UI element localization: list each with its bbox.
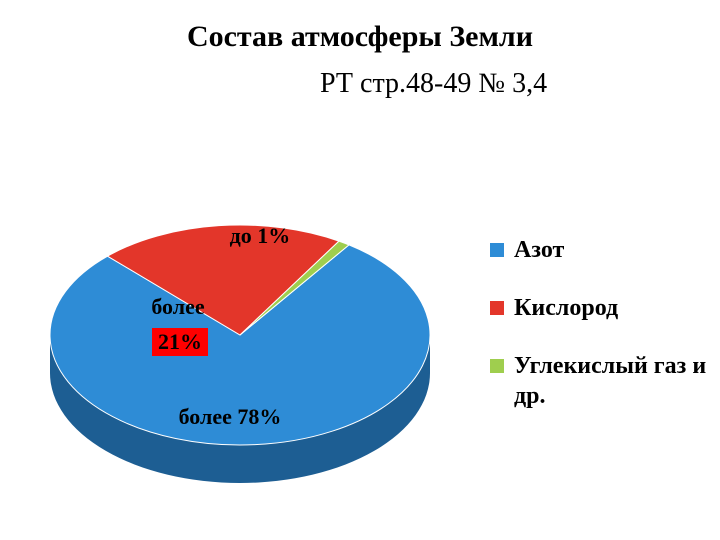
callout-main: более 78%: [170, 405, 290, 429]
legend-item: Кислород: [490, 293, 710, 323]
pct-box-21: 21%: [152, 328, 208, 356]
callout-oxygen: более: [138, 295, 218, 319]
pie-svg: [20, 120, 460, 500]
legend-swatch: [490, 243, 504, 257]
pie-chart: до 1% более 21% более 78%: [20, 120, 460, 500]
legend: Азот Кислород Углекислый газ и др.: [490, 235, 710, 439]
callout-other: до 1%: [220, 224, 300, 248]
legend-label: Азот: [514, 235, 564, 265]
legend-item: Азот: [490, 235, 710, 265]
legend-swatch: [490, 301, 504, 315]
legend-item: Углекислый газ и др.: [490, 351, 710, 411]
chart-title: Состав атмосферы Земли: [0, 20, 720, 54]
legend-label: Кислород: [514, 293, 618, 323]
chart-subtitle: РТ стр.48-49 № 3,4: [320, 68, 547, 100]
legend-swatch: [490, 359, 504, 373]
legend-label: Углекислый газ и др.: [514, 351, 710, 411]
